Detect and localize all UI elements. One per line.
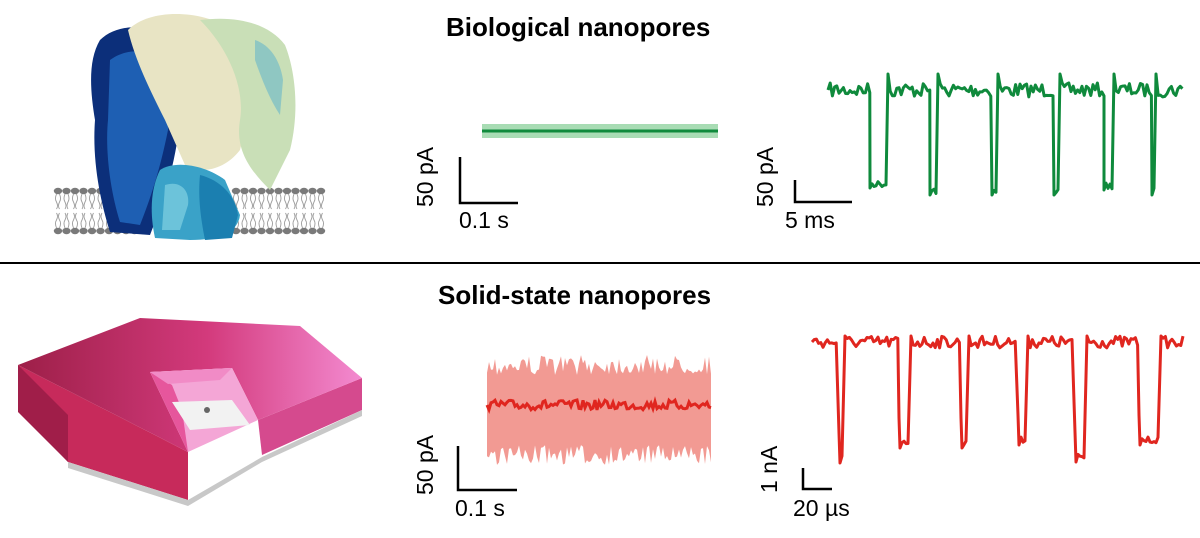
lipid-tail [301, 212, 307, 229]
lipid-tail [258, 193, 265, 210]
lipid-tail [241, 212, 248, 229]
lipid-tail [258, 212, 265, 229]
lipid-head [308, 187, 317, 195]
lipid-head [231, 187, 241, 195]
protein-pore-icon [91, 14, 296, 240]
lipid-tail [80, 212, 87, 229]
lipid-tail [275, 212, 282, 229]
section-divider [0, 262, 1200, 264]
lipid-head [265, 227, 275, 235]
bio-baseline-time-label: 0.1 s [459, 207, 509, 233]
lipid-head [274, 187, 283, 195]
lipid-tail [89, 193, 95, 210]
lipid-head [316, 187, 326, 195]
lipid-tail [72, 212, 78, 229]
lipid-head [79, 227, 88, 235]
lipid-head [240, 187, 249, 195]
lipid-head [282, 227, 292, 235]
lipid-head [87, 187, 97, 195]
ss-events-trace [810, 334, 1185, 465]
bio-events-time-label: 5 ms [785, 207, 835, 233]
solid-state-title: Solid-state nanopores [438, 280, 712, 310]
ss-baseline-scalebar [456, 446, 517, 492]
lipid-tail [284, 212, 290, 229]
lipid-head [62, 187, 71, 195]
lipid-head [70, 227, 80, 235]
lipid-tail [89, 212, 95, 229]
lipid-head [257, 187, 266, 195]
lipid-tail [80, 193, 87, 210]
lipid-head [299, 227, 309, 235]
lipid-tail [309, 193, 316, 210]
solid-state-membrane-icon [18, 318, 362, 506]
lipid-tail [55, 193, 61, 210]
bio-events-trace [826, 72, 1184, 197]
lipid-head [248, 227, 258, 235]
lipid-head [316, 227, 326, 235]
bio-events-scalebar [793, 180, 852, 204]
lipid-tail [318, 212, 324, 229]
lipid-tail [301, 193, 307, 210]
lipid-head [53, 187, 63, 195]
bio-baseline-current-label: 50 pA [412, 146, 438, 207]
lipid-head [291, 187, 300, 195]
lipid-tail [309, 212, 316, 229]
lipid-tail [267, 212, 273, 229]
lipid-tail [63, 193, 70, 210]
lipid-head [248, 187, 258, 195]
bio-baseline-trace [482, 124, 718, 138]
lipid-head [79, 187, 88, 195]
lipid-tail [55, 212, 61, 229]
lipid-tail [97, 212, 104, 229]
lipid-tail [318, 193, 324, 210]
ss-baseline-current-label: 50 pA [412, 434, 438, 495]
lipid-head [274, 227, 283, 235]
lipid-tail [250, 212, 256, 229]
lipid-tail [267, 193, 273, 210]
lipid-tail [72, 193, 78, 210]
lipid-head [62, 227, 71, 235]
ss-events-scalebar [801, 468, 832, 491]
lipid-tail [284, 193, 290, 210]
lipid-head [308, 227, 317, 235]
lipid-head [299, 187, 309, 195]
lipid-head [291, 227, 300, 235]
lipid-tail [292, 193, 299, 210]
lipid-tail [250, 193, 256, 210]
lipid-tail [63, 212, 70, 229]
bio-events-current-label: 50 pA [752, 146, 778, 207]
ss-baseline-time-label: 0.1 s [455, 495, 505, 521]
lipid-head [87, 227, 97, 235]
lipid-tail [292, 212, 299, 229]
ss-baseline-trace [485, 355, 712, 465]
lipid-tail [241, 193, 248, 210]
lipid-head [257, 227, 266, 235]
lipid-head [96, 227, 105, 235]
ss-events-current-label: 1 nA [756, 445, 782, 493]
lipid-head [70, 187, 80, 195]
biological-title: Biological nanopores [446, 12, 711, 42]
ss-events-time-label: 20 µs [793, 495, 850, 521]
bio-baseline-scalebar [458, 157, 518, 205]
lipid-head [282, 187, 292, 195]
lipid-head [265, 187, 275, 195]
lipid-tail [275, 193, 282, 210]
lipid-head [53, 227, 63, 235]
lipid-head [240, 227, 249, 235]
